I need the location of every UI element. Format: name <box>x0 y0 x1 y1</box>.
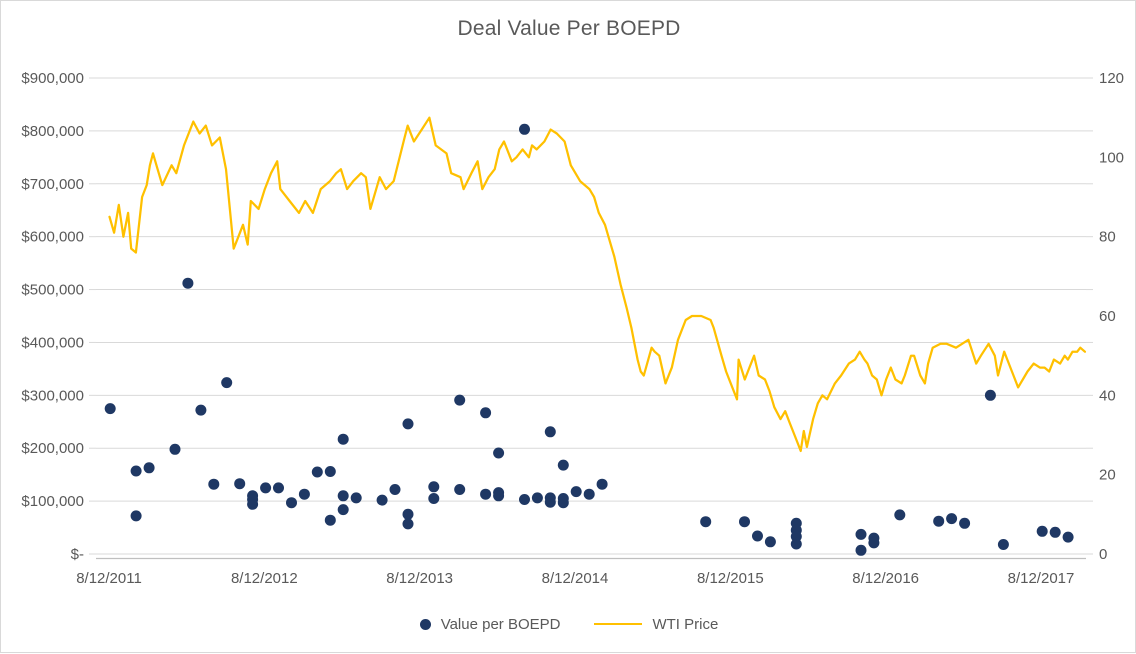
scatter-point <box>544 496 556 508</box>
line-swatch-icon <box>594 623 643 625</box>
scatter-point <box>1049 526 1061 538</box>
y-axis-left-label: $600,000 <box>21 229 84 246</box>
scatter-point <box>273 482 284 494</box>
wti-price-line <box>108 116 1087 453</box>
scatter-point <box>790 538 802 550</box>
scatter-point <box>402 508 414 520</box>
legend-label-wti-price: WTI Price <box>652 615 719 633</box>
x-axis-label: 8/12/2012 <box>231 570 298 587</box>
legend-label-value-per-boepd: Value per BOEPD <box>440 615 561 633</box>
scatter-point <box>195 404 207 416</box>
scatter-point <box>855 544 867 556</box>
scatter-point <box>519 123 530 135</box>
scatter-point <box>130 465 142 477</box>
legend-item-value-per-boepd: Value per BOEPD <box>419 615 561 633</box>
scatter-point <box>402 518 414 530</box>
y-axis-left-label: $300,000 <box>21 387 84 404</box>
x-axis-label: 8/12/2016 <box>852 570 919 587</box>
y-axis-right-label: 60 <box>1099 308 1116 325</box>
scatter-dot-icon <box>419 618 431 630</box>
y-axis-left-label: $900,000 <box>21 70 84 87</box>
y-axis-left-label: $200,000 <box>21 440 84 457</box>
scatter-point <box>221 377 233 389</box>
y-axis-right-label: 20 <box>1099 467 1116 484</box>
scatter-point <box>933 515 945 527</box>
scatter-point <box>764 536 776 548</box>
scatter-point <box>376 494 388 506</box>
scatter-point <box>493 490 505 502</box>
y-axis-left-label: $400,000 <box>21 334 84 351</box>
scatter-point <box>946 513 958 525</box>
scatter-point <box>583 488 595 500</box>
legend-item-wti-price: WTI Price <box>594 616 718 633</box>
scatter-point <box>739 516 750 528</box>
scatter-point <box>247 494 259 505</box>
scatter-point <box>531 492 543 504</box>
y-axis-left-label: $800,000 <box>21 123 84 140</box>
y-axis-right-label: 80 <box>1099 229 1116 246</box>
y-axis-right-label: 120 <box>1099 70 1124 87</box>
scatter-point <box>143 462 155 474</box>
scatter-point <box>570 486 582 498</box>
y-axis-left-label: $500,000 <box>21 282 84 299</box>
scatter-point <box>752 530 763 542</box>
scatter-point <box>298 488 310 500</box>
y-axis-left-label: $100,000 <box>21 493 84 510</box>
scatter-point <box>337 504 349 516</box>
scatter-point <box>350 492 362 504</box>
x-axis-label: 8/12/2015 <box>697 570 764 587</box>
scatter-point <box>997 539 1009 550</box>
y-axis-left-label: $- <box>71 546 84 563</box>
scatter-point <box>480 407 492 419</box>
scatter-point <box>182 277 194 289</box>
scatter-point <box>428 493 440 504</box>
scatter-point <box>402 418 414 430</box>
scatter-point <box>389 484 401 495</box>
scatter-point <box>868 537 880 549</box>
scatter-point <box>260 482 272 494</box>
y-axis-right-label: 40 <box>1099 387 1116 404</box>
y-axis-right-label: 100 <box>1099 149 1124 166</box>
scatter-point <box>104 403 116 415</box>
scatter-point <box>324 514 336 526</box>
scatter-point <box>337 433 349 445</box>
scatter-point <box>519 494 530 505</box>
scatter-point <box>234 478 246 490</box>
scatter-point <box>454 394 466 406</box>
scatter-point <box>428 481 440 493</box>
scatter-point <box>894 509 906 521</box>
x-axis-label: 8/12/2017 <box>1008 570 1075 587</box>
scatter-point <box>544 426 556 438</box>
scatter-point <box>130 510 142 522</box>
scatter-point <box>493 447 505 459</box>
scatter-point <box>480 488 492 500</box>
scatter-point <box>286 497 297 509</box>
legend: Value per BOEPD WTI Price <box>1 611 1136 637</box>
x-axis-label: 8/12/2011 <box>76 570 142 587</box>
scatter-point <box>324 466 336 477</box>
scatter-point <box>454 484 466 495</box>
scatter-point <box>1036 525 1048 537</box>
scatter-point <box>557 459 569 471</box>
scatter-point <box>1062 531 1074 543</box>
scatter-point <box>596 478 608 490</box>
scatter-point <box>169 443 181 455</box>
scatter-point <box>208 478 220 490</box>
y-axis-right-label: 0 <box>1099 546 1107 563</box>
scatter-point <box>984 389 996 401</box>
scatter-point <box>557 493 569 504</box>
scatter-point <box>337 490 349 502</box>
x-axis-label: 8/12/2014 <box>542 570 609 587</box>
y-axis-left-label: $700,000 <box>21 176 84 193</box>
x-axis-label: 8/12/2013 <box>386 570 453 587</box>
scatter-point <box>311 466 323 478</box>
scatter-point <box>959 517 971 529</box>
scatter-point <box>855 528 867 540</box>
chart-title: Deal Value Per BOEPD <box>457 17 681 40</box>
scatter-point <box>700 516 712 528</box>
